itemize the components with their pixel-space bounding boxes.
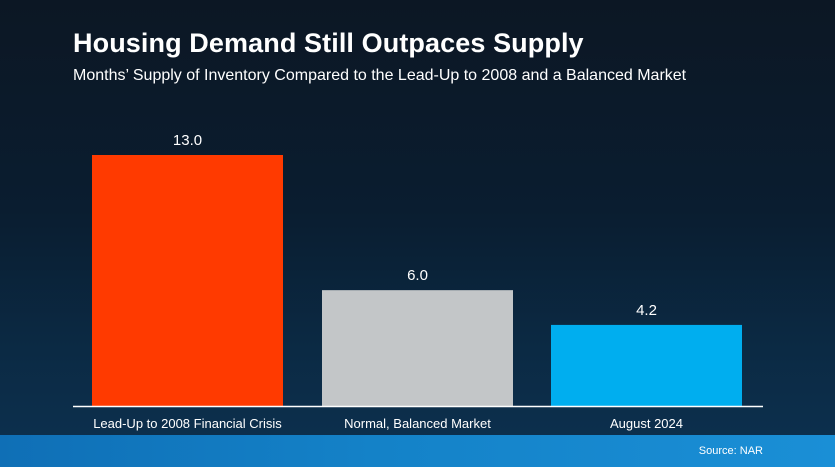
chart-title: Housing Demand Still Outpaces Supply <box>73 28 584 58</box>
category-label-1: Lead-Up to 2008 Financial Crisis <box>93 416 282 431</box>
category-label-3: August 2024 <box>610 416 683 431</box>
data-label-1: 13.0 <box>173 132 202 149</box>
bar-2 <box>322 290 513 406</box>
data-label-2: 6.0 <box>407 267 428 284</box>
bar-1 <box>92 155 283 406</box>
data-label-3: 4.2 <box>636 302 657 319</box>
footer-band <box>0 435 835 467</box>
chart-subtitle: Months’ Supply of Inventory Compared to … <box>73 67 687 84</box>
category-label-2: Normal, Balanced Market <box>344 416 491 431</box>
source-note: Source: NAR <box>698 445 763 457</box>
bar-3 <box>551 324 742 406</box>
